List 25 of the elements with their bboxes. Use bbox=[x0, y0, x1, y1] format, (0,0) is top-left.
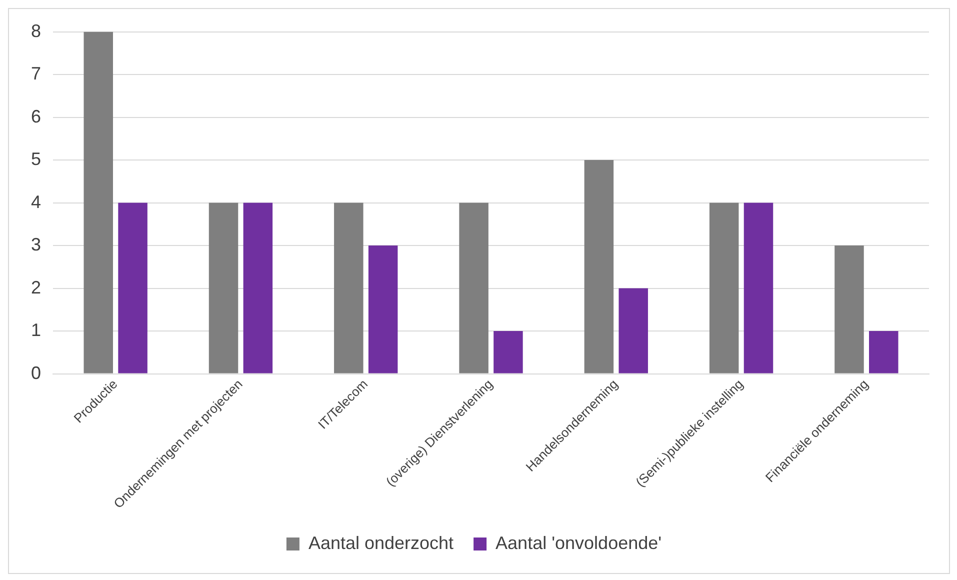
y-tick-label: 4 bbox=[30, 192, 42, 212]
bar bbox=[584, 160, 614, 374]
y-tick-label: 2 bbox=[30, 277, 42, 298]
y-tick-label: 6 bbox=[30, 106, 42, 126]
y-tick-label: 8 bbox=[30, 20, 42, 41]
legend-label: Aantal 'onvoldoende' bbox=[496, 532, 662, 553]
bar bbox=[834, 246, 864, 374]
bar bbox=[243, 202, 273, 374]
legend-label: Aantal onderzocht bbox=[308, 532, 454, 553]
bar bbox=[118, 202, 148, 374]
bar bbox=[709, 202, 739, 374]
y-tick-label: 0 bbox=[30, 362, 42, 383]
bar bbox=[459, 202, 488, 374]
bar bbox=[869, 331, 898, 374]
bar bbox=[494, 331, 523, 374]
bar bbox=[84, 32, 113, 374]
bar bbox=[368, 246, 398, 374]
bar bbox=[744, 202, 774, 374]
y-tick-label: 7 bbox=[30, 64, 42, 84]
bar bbox=[618, 288, 648, 374]
y-tick-label: 5 bbox=[30, 149, 42, 170]
y-tick-label: 3 bbox=[30, 234, 42, 255]
bar bbox=[208, 202, 238, 374]
y-tick-label: 1 bbox=[30, 320, 42, 340]
bar bbox=[334, 202, 364, 374]
